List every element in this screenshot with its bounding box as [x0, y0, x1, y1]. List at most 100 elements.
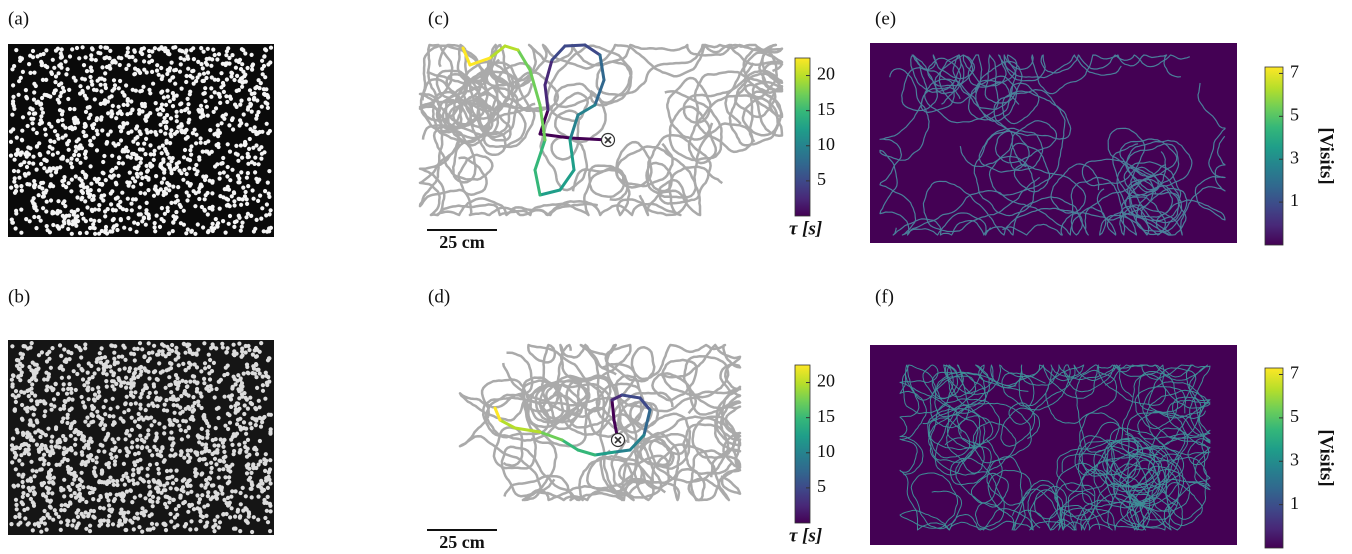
particle [50, 57, 55, 62]
particle [151, 526, 156, 531]
particle [151, 81, 156, 86]
particle [157, 397, 162, 403]
particle [80, 368, 85, 373]
particle [268, 503, 273, 508]
particle [26, 394, 31, 399]
particle [147, 376, 152, 381]
particle [80, 435, 85, 440]
particle [137, 366, 142, 371]
particle [44, 224, 49, 229]
particle [167, 188, 172, 193]
particle [75, 120, 81, 125]
particle [125, 381, 130, 386]
trajectory [899, 374, 1167, 531]
particle [49, 407, 54, 412]
particle [25, 388, 30, 393]
particle [231, 190, 236, 195]
particle [251, 196, 256, 201]
particle [233, 403, 238, 408]
particle [195, 493, 200, 498]
trajectory-segment [516, 48, 532, 72]
particle [171, 497, 176, 502]
particle [176, 185, 181, 190]
particle [16, 472, 21, 477]
particle [17, 367, 22, 372]
particle [248, 395, 253, 400]
trajectory [1027, 462, 1166, 531]
particle [245, 65, 250, 71]
particle [111, 482, 116, 487]
particle [216, 415, 221, 421]
particle [188, 483, 193, 488]
particle [167, 155, 172, 160]
particle [98, 505, 103, 510]
particle [214, 406, 219, 411]
particle [88, 112, 93, 117]
particle [86, 423, 91, 428]
particle [99, 115, 104, 120]
particle [20, 128, 25, 133]
particle [221, 512, 226, 517]
particle [58, 407, 63, 412]
particle [147, 484, 152, 489]
particle [195, 380, 200, 385]
particle [166, 51, 171, 57]
particle [227, 61, 232, 66]
particle [56, 199, 61, 204]
colorbar-tick-label: 15 [817, 406, 835, 426]
particle [110, 522, 116, 527]
particle [100, 65, 105, 70]
particle [116, 161, 121, 166]
particle [92, 97, 97, 102]
particle [256, 198, 261, 203]
particle [176, 355, 181, 360]
particle [205, 435, 210, 440]
particle [26, 171, 31, 176]
particle [162, 115, 167, 121]
particle [138, 171, 144, 176]
particle [174, 486, 179, 491]
particle [63, 59, 68, 64]
particle [62, 494, 67, 499]
particle [205, 113, 210, 118]
particle [83, 346, 88, 351]
particle [106, 431, 111, 436]
particle [264, 508, 269, 513]
particle [140, 109, 145, 114]
particle [248, 400, 253, 406]
particle [33, 368, 38, 373]
particle [130, 440, 135, 445]
particle [199, 46, 204, 51]
colorbar-tick-label: 5 [1290, 406, 1299, 426]
particle [243, 350, 248, 355]
particle [228, 178, 233, 183]
particle [83, 342, 88, 347]
particle [239, 224, 244, 229]
particle [181, 222, 186, 227]
particle [251, 145, 256, 150]
particle [183, 350, 188, 355]
particle [186, 66, 191, 71]
particle [160, 74, 165, 79]
particle [60, 154, 65, 159]
particle [32, 474, 37, 479]
particle [38, 218, 43, 223]
particle [263, 396, 268, 401]
particle [88, 164, 93, 169]
particle [186, 425, 191, 430]
particle [169, 390, 174, 395]
trajectory-segment [461, 46, 472, 67]
trajectory-segment [593, 78, 606, 107]
particle [233, 382, 238, 387]
particle [55, 133, 60, 138]
particle [188, 455, 193, 460]
particle [213, 217, 218, 222]
particle [138, 372, 143, 377]
particle [196, 347, 201, 352]
particle [235, 509, 240, 514]
particle [207, 56, 212, 61]
particle [199, 472, 204, 477]
particle [168, 141, 173, 146]
particle [91, 135, 96, 140]
particle [9, 377, 14, 382]
